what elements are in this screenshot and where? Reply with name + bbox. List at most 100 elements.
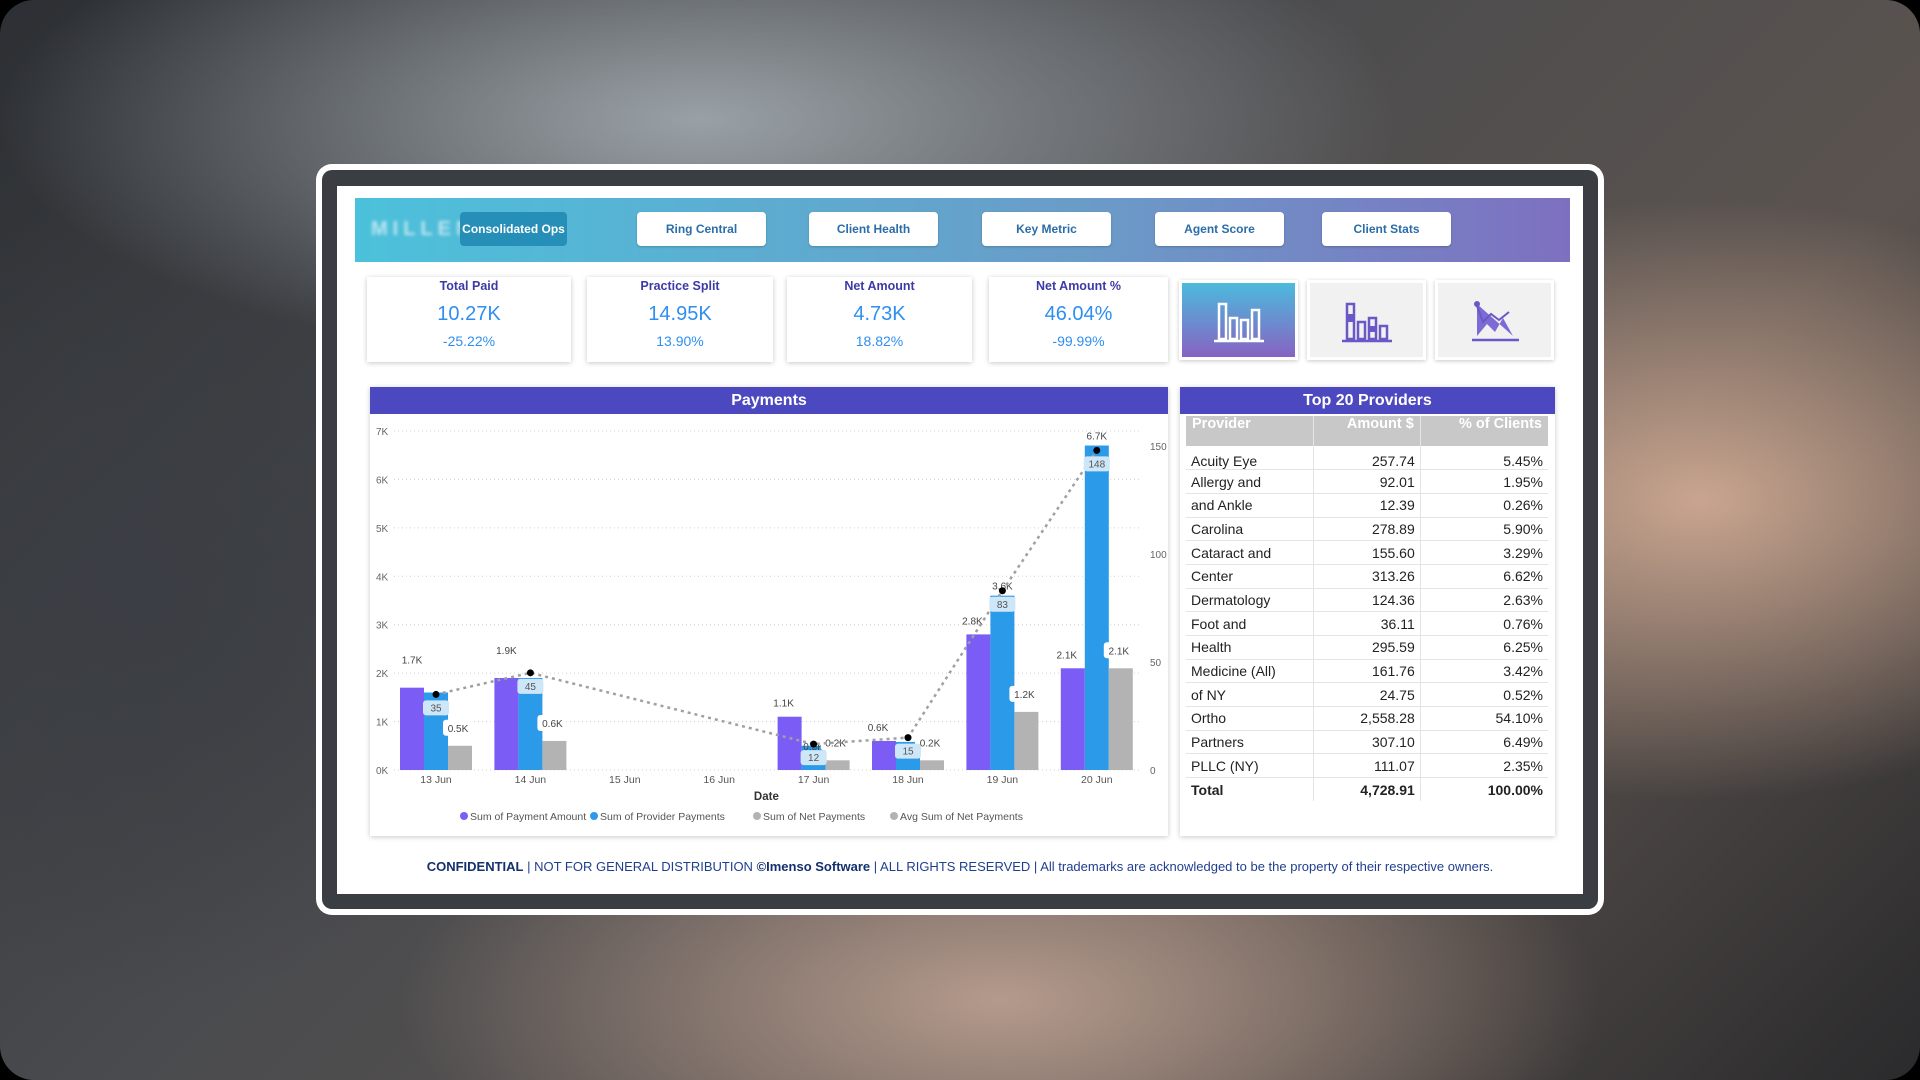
x-tick-label: 18 Jun [892,774,924,786]
kpi-total-paid: Total Paid 10.27K -25.22% [367,277,571,362]
total-row: Total 4,728.91 100.00% [1186,777,1548,802]
kpi-practice-split: Practice Split 14.95K 13.90% [587,277,773,362]
percent-cell: 1.95% [1420,469,1548,494]
nav-client-stats[interactable]: Client Stats [1322,212,1451,246]
bar-chart-icon [1213,302,1264,343]
data-label: 0.2K [920,738,941,749]
amount-cell: 313.26 [1313,564,1421,589]
y-tick-label: 3K [376,621,389,632]
line-marker [904,734,912,742]
providers-table: Provider Amount $ % of Clients Acuity Ey… [1186,416,1548,802]
legend-label: Sum of Net Payments [763,811,865,823]
nav-consolidated-ops[interactable]: Consolidated Ops [460,212,567,246]
percent-cell: 6.62% [1420,564,1548,589]
percent-cell: 5.45% [1420,446,1548,471]
percent-cell: 5.90% [1420,517,1548,542]
percent-cell: 2.63% [1420,588,1548,613]
line-label-bg [517,678,544,694]
amount-cell: 111.07 [1313,753,1421,779]
bar-sum-of-payment-amount [777,716,802,770]
column-header-percent[interactable]: % of Clients [1420,416,1548,446]
data-label: 3.6K [992,582,1013,593]
kpi-change: 13.90% [656,333,704,349]
table-row[interactable]: Allergy and 92.01 1.95% [1186,469,1548,494]
kpi-change: 18.82% [855,333,904,349]
line-label-bg [989,596,1016,612]
view-bar-chart-button[interactable] [1179,280,1298,360]
line-data-label: 83 [997,600,1009,611]
data-label: 2.1K [1109,646,1130,657]
column-header-amount[interactable]: Amount $ [1313,416,1421,446]
data-label: 1.1K [773,699,794,710]
data-label: 1.7K [402,656,423,667]
line-data-label: 45 [525,682,537,693]
payments-chart: 0K 1K 2K 3K 4K 5K 6K 7K 0 50 100 150 13 Jun 14 Jun 15 … [376,427,1167,823]
legend-label: Avg Sum of Net Payments [900,811,1023,823]
legend-label: Sum of Payment Amount [470,811,586,823]
nav-agent-score[interactable]: Agent Score [1155,212,1284,246]
table-row[interactable]: Cataract and 155.60 3.29% [1186,540,1548,565]
y2-tick-label: 0 [1150,766,1156,777]
table-row[interactable]: Center 313.26 6.62% [1186,564,1548,589]
bar-sum-of-provider-payments [990,595,1015,770]
data-label-bg [820,734,849,751]
line-label-bg [1083,456,1110,472]
amount-cell: 2,558.28 [1313,706,1421,731]
kpi-title: Net Amount % [1036,279,1121,293]
kpi-title: Net Amount [844,279,915,293]
data-label: 0.2K [825,738,846,749]
table-row[interactable]: Dermatology 124.36 2.63% [1186,588,1548,613]
table-row[interactable]: Medicine (All) 161.76 3.42% [1186,659,1548,684]
kpi-net-amount-percent: Net Amount % 46.04% -99.99% [989,277,1168,362]
percent-cell: 6.49% [1420,730,1548,755]
bar-sum-of-payment-amount [1060,668,1085,770]
data-label-bg [443,719,471,736]
amount-cell: 155.60 [1313,540,1421,565]
kpi-value: 10.27K [437,303,501,325]
line-marker [1093,446,1101,454]
table-row[interactable]: PLLC (NY) 111.07 2.35% [1186,753,1548,779]
legend-marker [590,812,598,820]
table-row[interactable]: Health 295.59 6.25% [1186,635,1548,660]
y-tick-label: 0K [376,766,389,777]
provider-cell: PLLC (NY) [1186,753,1314,779]
footer-confidential: CONFIDENTIAL [426,859,524,874]
table-row[interactable]: Acuity Eye 257.74 5.45% [1186,446,1548,471]
amount-cell: 12.39 [1313,493,1421,518]
percent-cell: 0.26% [1420,493,1548,518]
line-marker [998,587,1006,595]
header-bar: MILLENNIA Consolidated Ops Ring Central … [355,198,1570,262]
x-tick-label: 14 Jun [515,774,547,786]
table-row[interactable]: Ortho 2,558.28 54.10% [1186,706,1548,731]
x-axis-title: Date [754,791,779,803]
table-row[interactable]: and Ankle 12.39 0.26% [1186,493,1548,518]
percent-cell: 2.35% [1420,753,1548,779]
provider-cell: Medicine (All) [1186,659,1314,684]
view-area-chart-button[interactable] [1435,280,1554,360]
nav-client-health[interactable]: Client Health [809,212,938,246]
bar-sum-of-net-payments [1014,711,1039,770]
y-tick-label: 5K [376,524,389,535]
kpi-value: 46.04% [1044,303,1113,325]
nav-ring-central[interactable]: Ring Central [637,212,766,246]
provider-cell: and Ankle [1186,493,1314,518]
footer-text: | NOT FOR GENERAL DISTRIBUTION [523,859,757,874]
amount-cell: 24.75 [1313,682,1421,708]
percent-cell: 54.10% [1420,706,1548,731]
amount-cell: 307.10 [1313,730,1421,755]
view-stacked-chart-button[interactable] [1307,280,1426,360]
y-tick-label: 2K [376,669,389,680]
provider-cell: Carolina [1186,517,1314,542]
data-label: 0.6K [868,723,889,734]
amount-cell: 257.74 [1313,446,1421,471]
table-row[interactable]: of NY 24.75 0.52% [1186,682,1548,708]
bar-sum-of-net-payments [1108,668,1133,770]
table-row[interactable]: Carolina 278.89 5.90% [1186,517,1548,542]
table-row[interactable]: Partners 307.10 6.49% [1186,730,1548,755]
nav-key-metric[interactable]: Key Metric [982,212,1111,246]
line-data-label: 148 [1088,459,1105,470]
x-tick-label: 16 Jun [703,774,735,786]
column-header-provider[interactable]: Provider [1186,416,1314,446]
table-row[interactable]: Foot and 36.11 0.76% [1186,611,1548,636]
amount-cell: 278.89 [1313,517,1421,542]
